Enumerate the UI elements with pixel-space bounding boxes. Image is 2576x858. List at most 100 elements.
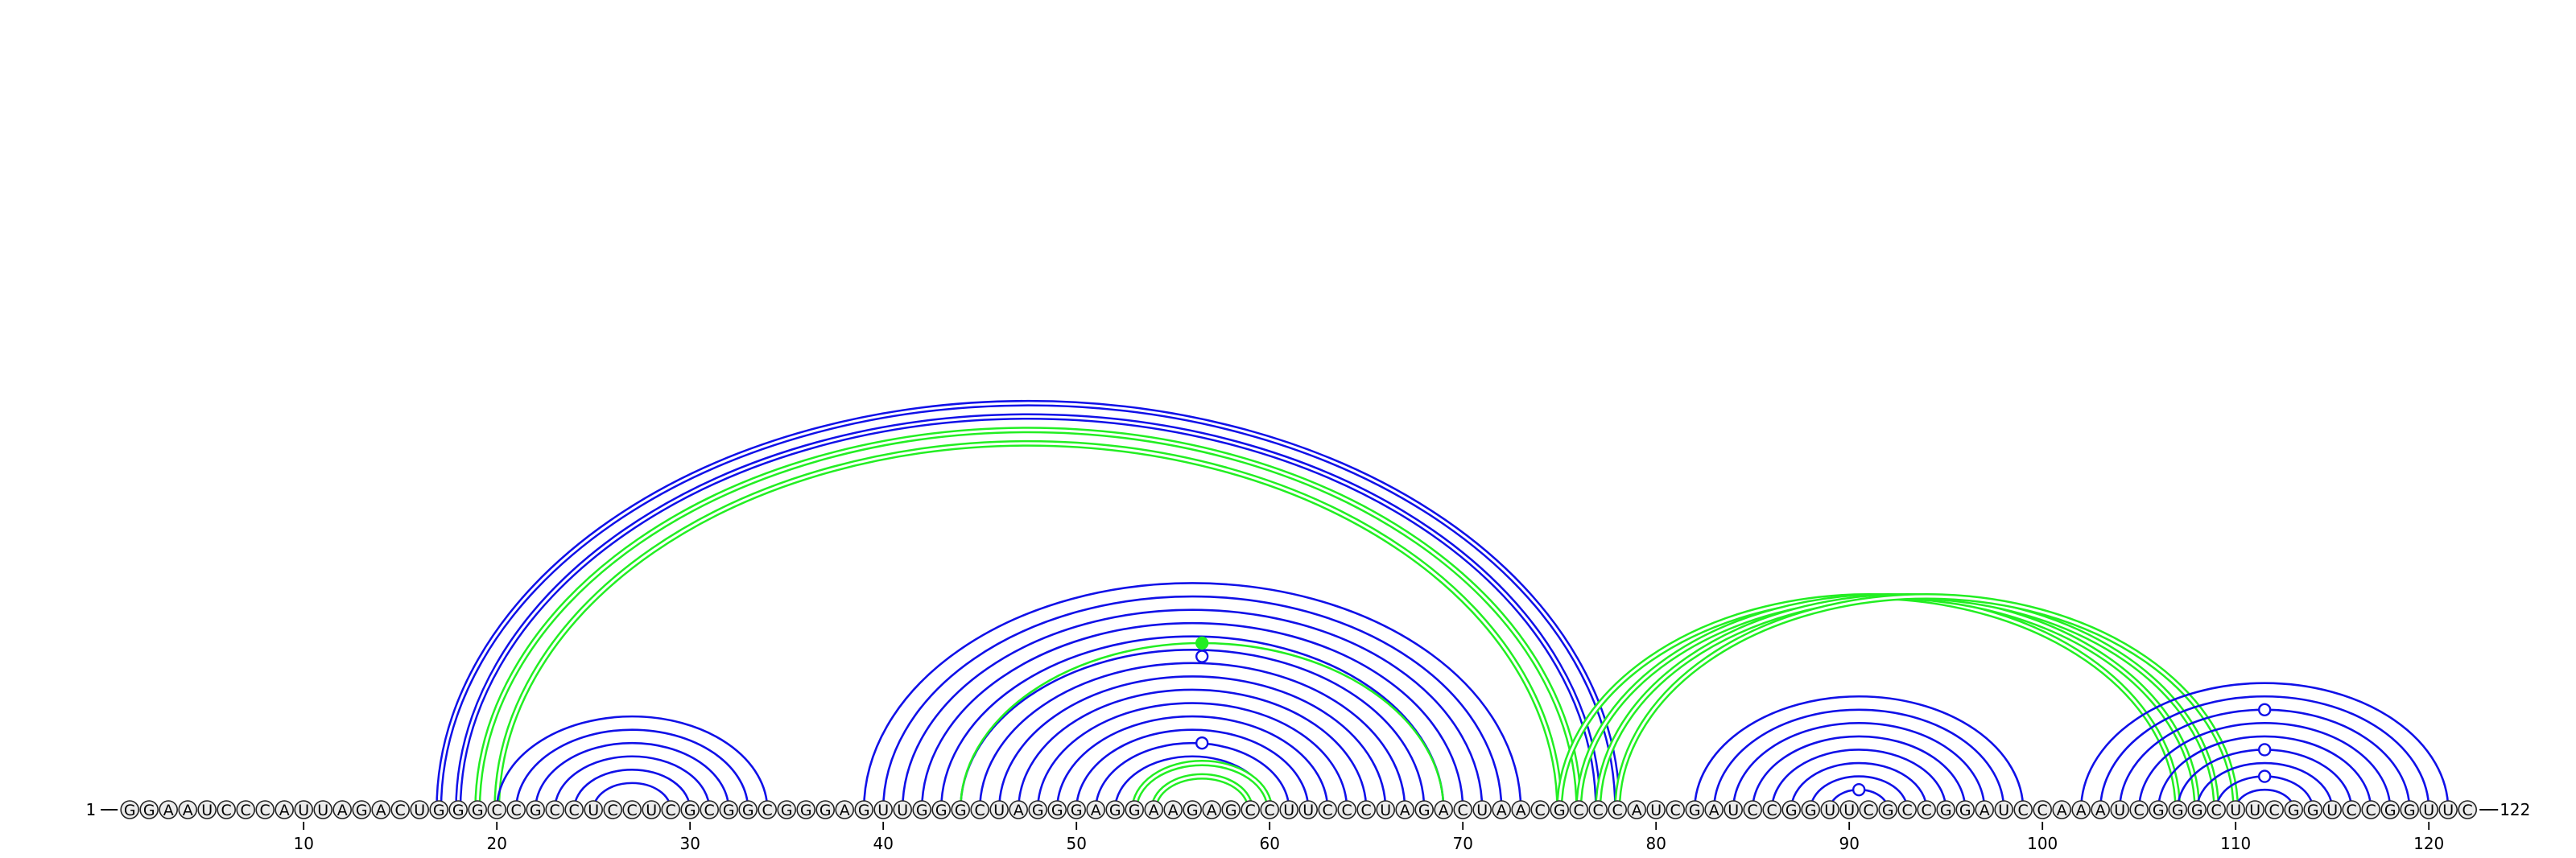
nucleotide-letter: A	[163, 802, 174, 819]
nucleotide-letter: G	[1129, 802, 1141, 819]
nucleotide-letter: A	[183, 802, 193, 819]
nucleotide-letter: U	[2114, 802, 2125, 819]
nucleotide-circle	[2129, 800, 2149, 819]
nucleotide-letter: U	[2326, 802, 2338, 819]
nucleotide-letter: C	[1458, 802, 1468, 819]
start-position-label: 1	[85, 800, 96, 819]
nucleotide-circle	[2361, 800, 2380, 819]
nucleotide-letter: C	[1902, 802, 1913, 819]
nucleotide-letter: U	[1728, 802, 1739, 819]
nucleotide-letter: U	[646, 802, 657, 819]
end-position-label: 122	[2500, 800, 2530, 819]
nucleotide-letter: G	[2288, 802, 2300, 819]
arc-blue-108-115	[2195, 761, 2334, 811]
arc-gap-76-108	[1577, 595, 2198, 811]
nucleotide-letter: C	[2211, 802, 2222, 819]
nucleotide-letter: G	[819, 802, 832, 819]
tick-label-30: 30	[679, 834, 700, 853]
nucleotide-circle	[1221, 800, 1241, 819]
nucleotide-letter: C	[260, 802, 270, 819]
arc-blue-87-94	[1790, 761, 1928, 811]
nucleotide-2: G	[139, 800, 159, 819]
nucleotide-circle	[1028, 800, 1047, 819]
arc-blue-40-72	[881, 595, 1503, 811]
nucleotide-letter: A	[1168, 802, 1179, 819]
nucleotide-letter: C	[2269, 802, 2280, 819]
nucleotide-circle	[2380, 800, 2400, 819]
nucleotide-letter: G	[935, 802, 947, 819]
nucleotide-circle	[159, 800, 178, 819]
nucleotide-circle	[1704, 800, 1724, 819]
nucleotide-29: C	[661, 800, 681, 819]
nucleotide-circle	[835, 800, 854, 819]
nucleotide-letter: U	[588, 802, 599, 819]
nucleotide-circle	[1144, 800, 1163, 819]
nucleotide-51: A	[1086, 800, 1105, 819]
nucleotide-90: U	[1839, 800, 1859, 819]
nucleotide-circle	[1666, 800, 1685, 819]
nucleotide-circle	[1588, 800, 1608, 819]
nucleotide-letter: G	[143, 802, 155, 819]
nucleotide-circle	[1550, 800, 1569, 819]
nucleotide-letter: C	[1323, 802, 1333, 819]
nucleotide-circle	[1781, 800, 1801, 819]
nucleotide-circle	[1453, 800, 1472, 819]
nucleotide-circle	[2207, 800, 2226, 819]
nucleotide-12: A	[332, 800, 353, 819]
nucleotide-92: G	[1878, 800, 1897, 819]
nucleotide-19: G	[468, 800, 488, 819]
nucleotide-88: G	[1801, 800, 1820, 819]
nucleotide-letter: C	[1670, 802, 1681, 819]
nucleotide-circle	[1839, 800, 1859, 819]
arc-gap-53-60	[1133, 761, 1271, 811]
nucleotide-4: A	[178, 800, 197, 819]
nucleotide-letter: C	[666, 802, 676, 819]
nucleotide-circle	[1202, 800, 1221, 819]
nucleotide-circle	[1897, 800, 1917, 819]
nucleotide-53: G	[1125, 800, 1144, 819]
nucleotide-63: C	[1318, 800, 1337, 819]
nucleotide-circle	[2245, 800, 2264, 819]
nucleotide-98: U	[1994, 800, 2013, 819]
nucleotide-55: A	[1163, 800, 1183, 819]
nucleotide-letter: C	[627, 802, 638, 819]
nucleotide-letter: G	[2191, 802, 2203, 819]
nucleotide-circle	[584, 800, 604, 819]
nucleotide-circle	[2168, 800, 2187, 819]
nucleotide-1: G	[120, 800, 139, 819]
arc-gap-54-59	[1152, 775, 1252, 811]
nucleotide-letter: C	[2134, 802, 2145, 819]
nucleotide-letter: C	[511, 802, 522, 819]
nucleotide-84: U	[1724, 800, 1743, 819]
nucleotide-letter: G	[2153, 802, 2165, 819]
nucleotide-57: A	[1202, 800, 1221, 819]
nucleotide-circle	[410, 800, 430, 819]
nucleotide-10: U	[294, 800, 314, 819]
nucleotide-letter: U	[2442, 802, 2454, 819]
nucleotide-circle	[352, 800, 372, 819]
nucleotide-circle	[448, 800, 469, 819]
nucleotide-6: C	[217, 800, 237, 819]
nucleotide-letter: G	[2384, 802, 2396, 819]
nucleotide-letter: U	[1380, 802, 1391, 819]
nucleotide-letter: C	[1535, 802, 1546, 819]
tick-label-60: 60	[1259, 834, 1279, 853]
nucleotide-circle	[1994, 800, 2013, 819]
nucleotide-letter: G	[684, 802, 696, 819]
nucleotide-83: A	[1704, 800, 1724, 819]
nucleotide-circle	[758, 800, 778, 819]
nucleotide-22: G	[526, 800, 546, 819]
nucleotide-36: G	[796, 800, 816, 819]
nucleotide-letter: G	[433, 802, 445, 819]
nucleotide-letter: U	[298, 802, 309, 819]
nucleotide-letter: G	[723, 802, 735, 819]
nucleotide-circle	[2033, 800, 2052, 819]
nucleotide-circle	[2458, 800, 2477, 819]
nucleotide-letter: A	[337, 802, 348, 819]
nucleotide-97: A	[1975, 800, 1994, 819]
nucleotide-circle	[1067, 800, 1086, 819]
nucleotide-42: G	[912, 800, 931, 819]
arcs-layer	[436, 399, 2450, 811]
